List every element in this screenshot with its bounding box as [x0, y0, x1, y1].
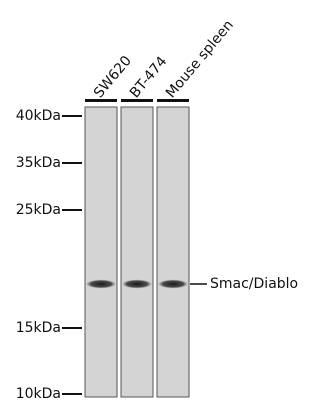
marker-label: 10kDa [16, 386, 61, 402]
lane [121, 107, 153, 397]
lane-label: Mouse spleen [163, 17, 237, 101]
lane-label: SW620 [91, 53, 135, 101]
marker-label: 15kDa [16, 320, 61, 336]
protein-band [86, 280, 116, 289]
lane [85, 107, 117, 397]
protein-band [158, 280, 188, 289]
western-blot: SW620BT-474Mouse spleen 40kDa 35kDa 25kDa 1… [0, 0, 315, 405]
protein-band [122, 280, 152, 289]
marker-label: 40kDa [16, 108, 61, 124]
markers: 40kDa 35kDa 25kDa 15kDa 10kDa [16, 108, 82, 402]
marker-label: 25kDa [16, 202, 61, 218]
lane [157, 107, 189, 397]
lane-label: BT-474 [127, 54, 171, 102]
band-label: Smac/Diablo [210, 276, 298, 292]
marker-label: 35kDa [16, 155, 61, 171]
